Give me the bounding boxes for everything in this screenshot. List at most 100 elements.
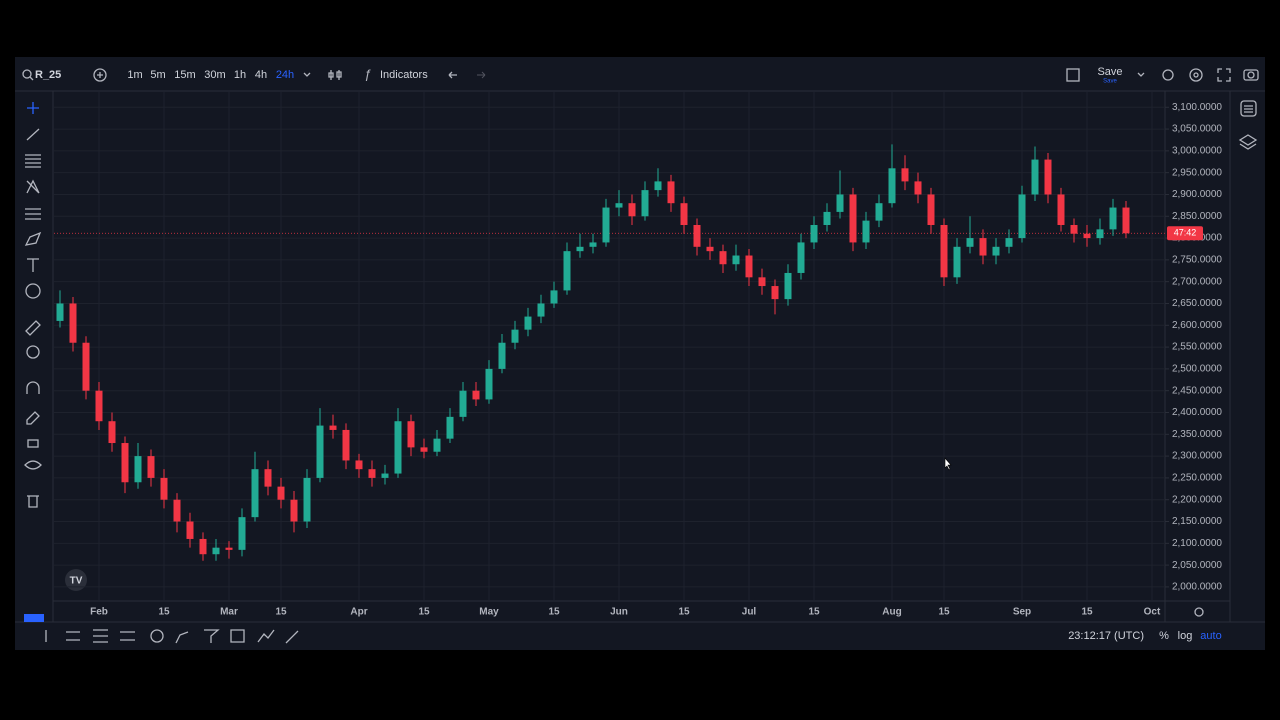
save-button[interactable]: Save	[1097, 66, 1122, 78]
candle-body	[875, 203, 883, 221]
cursor	[944, 457, 952, 471]
y-tick-label: 2,650.0000	[1172, 298, 1222, 309]
quick-search[interactable]	[1162, 69, 1174, 81]
candle-body	[745, 255, 753, 278]
candle-body	[537, 303, 545, 317]
candle-body	[355, 460, 363, 470]
candle-body	[1122, 207, 1130, 234]
time-settings[interactable]	[1194, 607, 1204, 617]
indicators-button[interactable]: Indicators	[380, 69, 428, 81]
settings[interactable]	[1189, 68, 1203, 82]
candle-body	[550, 290, 558, 304]
x-tick-label: 15	[158, 607, 170, 618]
screenshot[interactable]	[1243, 69, 1259, 81]
y-tick-label: 2,950.0000	[1172, 167, 1222, 178]
delete-tool[interactable]	[27, 495, 39, 508]
x-tick-label: 15	[548, 607, 560, 618]
bottom-tool[interactable]	[175, 629, 299, 644]
fullscreen[interactable]	[1217, 68, 1231, 82]
candle-body	[1083, 233, 1091, 239]
interval-button[interactable]: 1m	[127, 69, 142, 81]
bottom-tools	[45, 629, 299, 644]
candle-body	[667, 181, 675, 204]
symbol-search[interactable]: R_25	[22, 69, 61, 81]
logo[interactable]	[65, 569, 87, 591]
x-tick-label: Mar	[220, 607, 238, 618]
interval-button[interactable]: 5m	[150, 69, 165, 81]
log-toggle[interactable]: log	[1178, 630, 1193, 642]
watchlist[interactable]	[1240, 100, 1257, 117]
auto-toggle[interactable]: auto	[1200, 630, 1221, 642]
y-tick-label: 2,050.0000	[1172, 560, 1222, 571]
candle-body	[368, 469, 376, 478]
candle-body	[121, 443, 129, 483]
magnet-tool[interactable]	[26, 381, 40, 394]
emoji-tool[interactable]	[25, 283, 41, 299]
candle-body	[134, 456, 142, 483]
candle-body	[1057, 194, 1065, 225]
y-tick-label: 3,000.0000	[1172, 146, 1222, 157]
bottom-tool[interactable]	[150, 629, 164, 643]
fib-tool[interactable]	[25, 154, 41, 168]
intervals: 1m 5m 15m 30m 1h 4h 24h	[127, 69, 294, 81]
candle-body	[693, 224, 701, 247]
candle-body	[1109, 207, 1117, 230]
candle-body	[303, 477, 311, 522]
hide-tool[interactable]	[24, 460, 42, 470]
candle-body	[1018, 194, 1026, 239]
candle-body	[498, 342, 506, 369]
candle-body	[732, 255, 740, 265]
interval-dropdown[interactable]	[303, 72, 311, 77]
save-dropdown[interactable]	[1137, 72, 1145, 77]
interval-button[interactable]: 4h	[255, 69, 267, 81]
layout-toggle[interactable]	[1066, 68, 1080, 82]
interval-button[interactable]: 15m	[174, 69, 195, 81]
zoom-tool[interactable]	[26, 345, 40, 359]
y-tick-label: 3,100.0000	[1172, 102, 1222, 113]
candle-body	[771, 286, 779, 300]
chart-type[interactable]	[328, 70, 342, 80]
redo[interactable]	[477, 71, 486, 79]
y-tick-label: 2,450.0000	[1172, 385, 1222, 396]
candle-body	[160, 477, 168, 500]
add-symbol[interactable]	[93, 68, 107, 82]
timeframe-marker	[24, 614, 44, 622]
candle-body	[199, 538, 207, 555]
candle-body	[992, 246, 1000, 256]
price-label: 47:42	[1174, 228, 1197, 238]
y-tick-label: 2,750.0000	[1172, 255, 1222, 266]
trend-line-tool[interactable]	[26, 128, 40, 141]
prediction-tool[interactable]	[25, 208, 41, 220]
bottom-tool[interactable]	[45, 629, 135, 643]
percent-toggle[interactable]: %	[1159, 630, 1169, 642]
candle-body	[823, 211, 831, 225]
candle-body	[888, 168, 896, 204]
candle-body	[69, 303, 77, 343]
pattern-tool[interactable]	[26, 179, 40, 194]
y-tick-label: 2,350.0000	[1172, 429, 1222, 440]
interval-button[interactable]: 30m	[204, 69, 225, 81]
candle-body	[966, 238, 974, 247]
candle-body	[277, 486, 285, 500]
lock-tool[interactable]	[27, 439, 39, 448]
stay-drawing[interactable]	[26, 411, 40, 425]
candle-body	[654, 181, 662, 191]
y-tick-label: 3,050.0000	[1172, 124, 1222, 135]
drawing-tools	[24, 102, 42, 508]
interval-button[interactable]: 24h	[276, 69, 294, 81]
candle-body	[212, 547, 220, 555]
undo[interactable]	[448, 71, 457, 79]
brush-tool[interactable]	[24, 231, 42, 246]
interval-button[interactable]: 1h	[234, 69, 246, 81]
measure-tool[interactable]	[25, 320, 41, 336]
crosshair-tool[interactable]	[27, 102, 39, 114]
candle-body	[914, 181, 922, 195]
layers[interactable]	[1238, 134, 1258, 150]
candle-body	[1005, 238, 1013, 247]
candle-body	[394, 421, 402, 474]
candle-body	[329, 425, 337, 430]
candle-body	[433, 438, 441, 452]
candle-body	[784, 272, 792, 300]
text-tool[interactable]	[27, 258, 39, 272]
